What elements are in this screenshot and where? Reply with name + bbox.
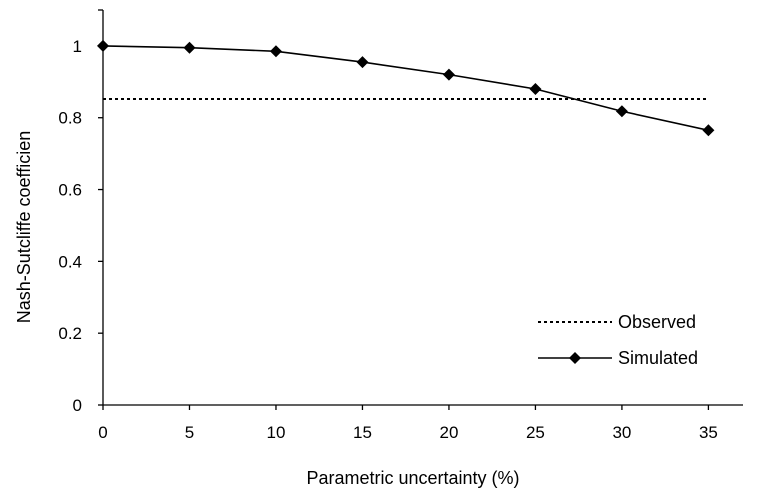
- legend-simulated-marker: [569, 352, 581, 364]
- y-axis: 0 0.2 0.4 0.6 0.8 1: [58, 9, 104, 415]
- simulated-point-marker: [356, 56, 369, 69]
- x-axis: 0 5 10 15 20 25 30 35: [98, 404, 743, 442]
- simulated-point-marker: [615, 105, 628, 118]
- simulated-point-marker: [442, 68, 455, 81]
- x-tick-label: 10: [267, 423, 286, 442]
- series-simulated-line: [102, 45, 709, 132]
- y-tick-label: 0.2: [58, 324, 82, 343]
- x-tick-label: 30: [612, 423, 631, 442]
- y-ticks: 0 0.2 0.4 0.6 0.8 1: [58, 9, 103, 415]
- simulated-point-marker: [269, 45, 282, 58]
- y-tick-label: 0.6: [58, 181, 82, 200]
- y-tick-label: 0.4: [58, 252, 82, 271]
- legend: Observed Simulated: [538, 312, 698, 368]
- legend-observed-label: Observed: [618, 312, 696, 332]
- x-tick-label: 35: [699, 423, 718, 442]
- x-tick-label: 0: [98, 423, 107, 442]
- x-tick-label: 15: [353, 423, 372, 442]
- y-tick-label: 1: [73, 37, 82, 56]
- x-tick-label: 20: [439, 423, 458, 442]
- series-layer: [97, 39, 715, 137]
- y-tick-label: 0: [73, 396, 82, 415]
- y-axis-title: Nash-Sutcliffe coefficien: [14, 131, 34, 323]
- legend-simulated-label: Simulated: [618, 348, 698, 368]
- simulated-point-marker: [529, 83, 542, 95]
- x-tick-label: 25: [526, 423, 545, 442]
- simulated-point-marker: [702, 124, 715, 137]
- simulated-point-marker: [97, 39, 109, 52]
- x-axis-title: Parametric uncertainty (%): [306, 468, 519, 488]
- simulated-point-marker: [183, 41, 196, 54]
- x-tick-label: 5: [185, 423, 194, 442]
- y-tick-label: 0.8: [58, 109, 82, 128]
- x-ticks: 0 5 10 15 20 25 30 35: [98, 405, 718, 442]
